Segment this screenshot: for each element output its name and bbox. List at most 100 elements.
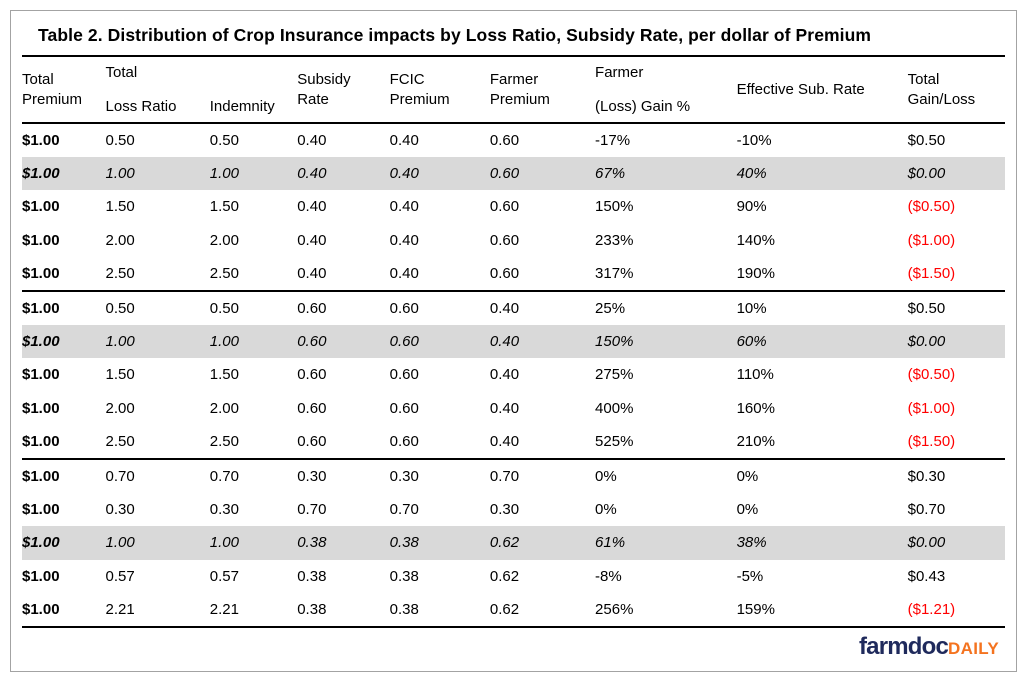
table-cell: 1.00 <box>209 156 298 191</box>
table-cell: $0.50 <box>907 289 1005 325</box>
footer: farmdoc DAILY <box>22 628 1005 661</box>
table-body: $1.00 0.50 0.50 0.40 0.40 0.60 -17% -10% $0.50 $1… <box>22 123 1005 628</box>
table-figure: Table 2. Distribution of Crop Insurance … <box>10 10 1017 672</box>
table-cell: 0.60 <box>297 324 390 359</box>
table-cell: 0.40 <box>297 198 327 216</box>
table-row: $1.00 0.50 0.50 0.60 0.60 0.40 25% 10% $0.50 <box>22 289 1005 325</box>
table-cell: 0.30 <box>209 500 239 518</box>
table-cell: 0.40 <box>489 400 520 418</box>
table-cell: $0.50 <box>907 131 946 149</box>
table-cell: 0.70 <box>489 457 596 493</box>
table-row: $1.00 0.30 0.30 0.70 0.70 0.30 0% 0% $0.70 <box>22 493 1005 527</box>
table-cell: 160% <box>736 400 775 418</box>
table-cell: 2.21 <box>105 593 210 628</box>
table-cell: $1.00 <box>22 131 60 149</box>
table-cell: 0% <box>736 457 908 493</box>
table-cell: 67% <box>595 156 737 191</box>
table-cell: 0.40 <box>489 366 520 384</box>
table-cell: 1.50 <box>105 366 135 384</box>
table-cell: $0.70 <box>907 500 946 518</box>
table-cell: -10% <box>736 131 772 149</box>
farmdoc-daily-logo-suffix: DAILY <box>948 638 999 658</box>
table-cell: $1.00 <box>22 568 60 586</box>
table-cell: $1.00 <box>22 457 106 493</box>
table-cell: 0.60 <box>489 232 520 250</box>
table-cell: 1.00 <box>209 526 298 560</box>
column-header: Farmer (Loss) Gain % <box>595 57 737 124</box>
table-cell: $1.00 <box>22 232 60 250</box>
column-header: FCIC Premium <box>389 57 490 124</box>
table-cell: $1.00 <box>22 500 60 518</box>
table-cell: 0.38 <box>389 526 490 560</box>
table-cell: 0.60 <box>297 289 390 325</box>
table-cell: 1.00 <box>105 156 210 191</box>
table-cell: 0% <box>595 500 617 518</box>
table-cell: 0.40 <box>389 131 419 149</box>
table-cell: 256% <box>595 593 737 628</box>
table-cell: 0.60 <box>489 131 520 149</box>
table-row: $1.00 0.50 0.50 0.40 0.40 0.60 -17% -10% $0.50 <box>22 123 1005 157</box>
table-cell: 1.00 <box>105 324 210 359</box>
table-cell: 0.60 <box>489 198 520 216</box>
table-cell: $1.00 <box>22 366 60 384</box>
table-cell: ($1.21) <box>907 593 1005 628</box>
table-cell: 0.38 <box>389 593 490 628</box>
table-cell: 0.38 <box>297 593 390 628</box>
table-cell: 0.70 <box>297 500 327 518</box>
table-cell: ($0.50) <box>907 198 956 216</box>
table-cell: 0.70 <box>389 500 419 518</box>
table-cell: 2.00 <box>105 400 135 418</box>
table-cell: 2.50 <box>209 265 239 283</box>
column-header: Total Gain/Loss <box>907 57 1005 124</box>
column-header: Total Premium <box>22 57 106 124</box>
table-cell: 2.00 <box>209 232 239 250</box>
table-cell: 60% <box>736 324 908 359</box>
table-cell: 25% <box>595 289 737 325</box>
table-cell: 150% <box>595 198 634 216</box>
table-cell: 0.62 <box>489 568 520 586</box>
table-row: $1.00 2.50 2.50 0.60 0.60 0.40 525% 210% ($1.50) <box>22 425 1005 459</box>
table-cell: 0.60 <box>389 433 419 451</box>
table-row: $1.00 2.00 2.00 0.60 0.60 0.40 400% 160% ($1.00) <box>22 392 1005 426</box>
table-cell: 0.60 <box>297 400 327 418</box>
table-cell: 1.50 <box>105 198 135 216</box>
table-cell: -5% <box>736 568 764 586</box>
table-cell: $1.00 <box>22 156 106 191</box>
table-cell: 400% <box>595 400 634 418</box>
table-cell: 0.60 <box>489 156 596 191</box>
table-cell: 1.00 <box>105 526 210 560</box>
column-header: Effective Sub. Rate <box>736 57 908 124</box>
table-cell: 0% <box>736 500 759 518</box>
table-cell: 150% <box>595 324 737 359</box>
table-cell: 0.40 <box>489 324 596 359</box>
table-row: $1.00 2.21 2.21 0.38 0.38 0.62 256% 159% ($1.21) <box>22 593 1005 628</box>
column-header: Farmer Premium <box>489 57 596 124</box>
table-cell: 0.40 <box>297 265 327 283</box>
table-cell: 0.38 <box>389 568 419 586</box>
table-cell: $1.00 <box>22 265 60 283</box>
table-cell: $0.30 <box>907 457 1005 493</box>
table-cell: 0.50 <box>105 131 135 149</box>
table-cell: 110% <box>736 366 774 384</box>
table-cell: 159% <box>736 593 908 628</box>
table-cell: 2.00 <box>209 400 239 418</box>
table-cell: 0.40 <box>489 433 520 451</box>
table-cell: 0.57 <box>105 568 135 586</box>
table-cell: 317% <box>595 265 634 283</box>
table-cell: 0.40 <box>297 131 327 149</box>
table-cell: $0.00 <box>907 156 1005 191</box>
table-cell: 0.60 <box>297 366 327 384</box>
table-cell: 0.70 <box>209 457 298 493</box>
table-row: $1.00 2.00 2.00 0.40 0.40 0.60 233% 140% ($1.00) <box>22 224 1005 258</box>
table-cell: 90% <box>736 198 767 216</box>
table-cell: 0% <box>595 457 737 493</box>
farmdoc-logo: farmdoc <box>858 632 949 660</box>
table-cell: 0.40 <box>297 232 327 250</box>
table-cell: 0.40 <box>389 265 419 283</box>
table-cell: 0.50 <box>105 289 210 325</box>
table-cell: 10% <box>736 289 908 325</box>
table-cell: 0.60 <box>389 366 419 384</box>
table-cell: 0.62 <box>489 526 596 560</box>
table-cell: 210% <box>736 433 775 451</box>
table-cell: 0.40 <box>297 156 390 191</box>
